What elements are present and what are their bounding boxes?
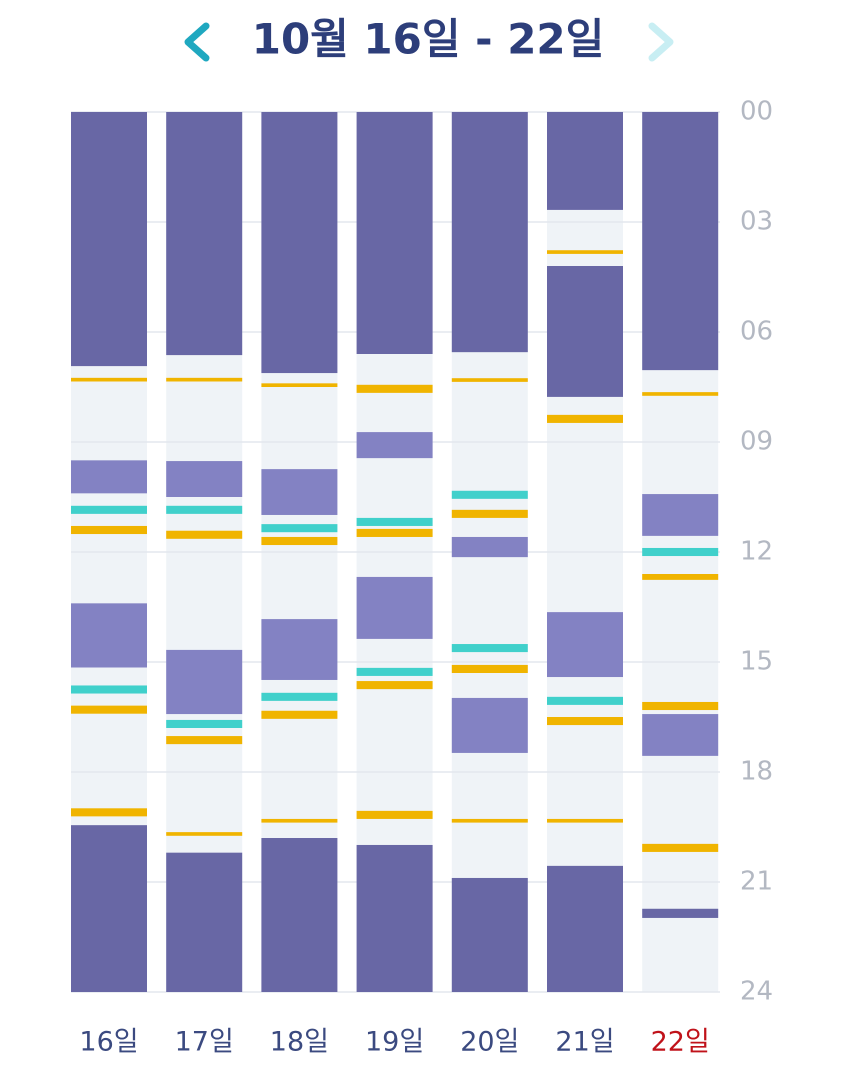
time-segment [547,250,623,254]
time-segment [547,266,623,397]
time-segment [642,701,719,711]
time-segment [451,112,528,353]
time-segment [261,619,338,680]
time-segment [166,461,243,497]
time-segment [71,525,147,535]
y-tick-label: 00 [740,97,773,127]
y-tick-label: 24 [740,977,773,1007]
x-tick-label: 21일 [555,1027,614,1058]
time-segment [261,469,338,515]
time-segment [547,818,623,823]
time-segment [356,667,433,676]
time-segment [356,517,433,526]
time-segment [642,908,719,918]
y-tick-label: 15 [740,647,773,677]
time-segment [71,685,147,694]
time-segment [71,808,147,817]
time-segment [166,719,243,728]
time-segment [166,112,243,356]
prev-week-arrow[interactable] [184,22,210,62]
time-segment [356,528,433,537]
time-segment [547,612,623,678]
y-tick-label: 09 [740,427,773,457]
time-segment [166,505,243,514]
time-segment [451,697,528,753]
time-segment [261,692,338,701]
time-segment [451,664,528,673]
time-segment [166,530,243,539]
time-segment [261,536,338,546]
time-segment [451,490,528,499]
time-segment [547,414,623,423]
time-segment [261,818,338,823]
time-segment [642,714,719,756]
time-segment [547,865,623,992]
time-segment [451,818,528,823]
y-tick-label: 21 [740,867,773,897]
x-tick-label: 22일 [651,1027,710,1058]
time-segment [71,705,147,714]
time-segment [642,392,719,396]
x-tick-label: 19일 [365,1027,424,1058]
chart-title: 10월 16일 - 22일 [252,15,605,64]
time-segment [451,536,528,558]
time-segment [166,852,243,992]
time-segment [166,736,243,745]
x-tick-label: 16일 [79,1027,138,1058]
time-segment [451,509,528,518]
time-segment [356,112,433,354]
time-segment [451,877,528,992]
time-segment [547,112,623,210]
time-segment [451,378,528,382]
time-segment [451,644,528,653]
time-segment [356,384,433,393]
time-segment [166,832,243,836]
time-segment [71,460,147,494]
x-tick-label: 20일 [460,1027,519,1058]
time-segment [261,112,338,374]
time-segment [356,681,433,690]
time-segment [71,112,147,367]
time-segment [642,547,719,557]
time-segment [356,810,433,819]
time-segment [71,377,147,382]
y-tick-label: 03 [740,207,773,237]
time-segment [71,505,147,514]
time-segment [356,844,433,992]
time-segment [261,524,338,533]
time-segment [261,710,338,719]
time-segment [547,696,623,705]
y-tick-label: 06 [740,317,773,347]
next-week-arrow[interactable] [648,22,674,62]
time-segment [547,717,623,726]
time-segment [166,649,243,715]
time-segment [642,574,719,580]
x-tick-label: 18일 [270,1027,329,1058]
time-segment [166,377,243,382]
y-tick-label: 18 [740,757,773,787]
time-segment [261,383,338,387]
x-tick-label: 17일 [175,1027,234,1058]
time-segment [261,838,338,992]
time-segment [642,843,719,852]
time-segment [71,603,147,668]
plot-area: 00 03 06 09 12 15 18 21 24 16일 17일 18일 19일 20일 21일 22일 [71,97,773,1058]
time-segment [642,112,719,371]
y-tick-label: 12 [740,537,773,567]
time-segment [642,494,719,536]
time-segment [356,432,433,459]
time-segment [356,576,433,639]
time-segment [71,825,147,992]
